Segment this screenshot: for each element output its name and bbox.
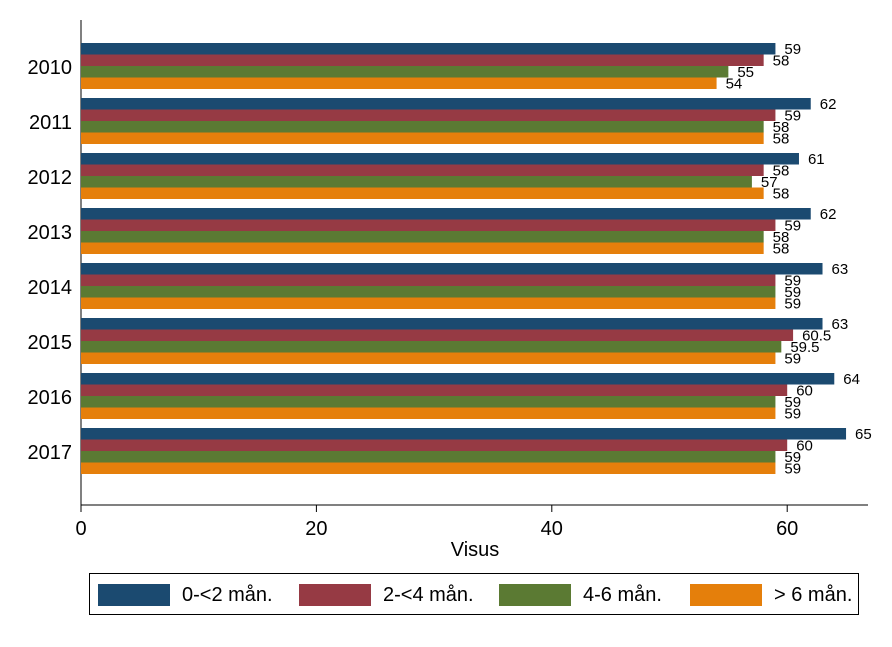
- data-label: 58: [773, 131, 790, 148]
- data-label: 65: [855, 426, 872, 443]
- bar: [81, 384, 788, 396]
- x-tick-label: 40: [541, 518, 563, 540]
- data-label: 55: [737, 64, 754, 81]
- bar: [81, 341, 782, 353]
- legend-label: 4-6 mån.: [583, 583, 662, 606]
- category-label: 2012: [28, 167, 73, 189]
- bar: [81, 462, 776, 474]
- legend-label: > 6 mån.: [774, 583, 853, 606]
- data-label: 59.5: [790, 339, 819, 356]
- data-label: 64: [843, 371, 860, 388]
- bar: [81, 396, 776, 408]
- data-label: 59: [784, 284, 801, 301]
- bar: [81, 274, 776, 286]
- data-label: 63: [832, 316, 849, 333]
- category-label: 2016: [28, 387, 73, 409]
- data-label: 59: [784, 296, 801, 313]
- bar: [81, 153, 799, 165]
- bar: [81, 121, 764, 133]
- data-label: 59: [784, 273, 801, 290]
- legend-swatch: [98, 584, 170, 606]
- bar: [81, 407, 776, 419]
- bar: [81, 98, 811, 110]
- legend-label: 0-<2 mån.: [182, 583, 273, 606]
- legend-item: 4-6 mån.: [499, 582, 662, 608]
- bar: [81, 352, 776, 364]
- data-label: 59: [784, 351, 801, 368]
- legend-item: 2-<4 mån.: [299, 582, 474, 608]
- data-label: 62: [820, 206, 837, 223]
- data-label: 59: [784, 406, 801, 423]
- data-label: 59: [784, 394, 801, 411]
- bar: [81, 176, 752, 188]
- data-label: 58: [773, 53, 790, 70]
- data-label: 60: [796, 383, 813, 400]
- bar: [81, 219, 776, 231]
- data-label: 58: [773, 119, 790, 136]
- x-tick-label: 20: [305, 518, 327, 540]
- bar: [81, 77, 717, 89]
- bar: [81, 187, 764, 199]
- data-label: 61: [808, 151, 825, 168]
- data-label: 58: [773, 241, 790, 258]
- bar: [81, 109, 776, 121]
- data-label: 54: [726, 76, 743, 93]
- legend: 0-<2 mån. 2-<4 mån. 4-6 mån. > 6 mån.: [89, 573, 859, 615]
- x-tick-label: 0: [75, 518, 86, 540]
- data-label: 59: [784, 41, 801, 58]
- data-label: 59: [784, 461, 801, 478]
- data-label: 58: [773, 229, 790, 246]
- category-label: 2015: [28, 332, 73, 354]
- bar: [81, 66, 729, 78]
- bar: [81, 231, 764, 243]
- category-label: 2014: [28, 277, 73, 299]
- bar: [81, 439, 788, 451]
- data-label: 62: [820, 96, 837, 113]
- bar: [81, 451, 776, 463]
- x-axis-label: Visus: [451, 539, 500, 561]
- legend-item: > 6 mån.: [690, 582, 852, 608]
- bar: [81, 297, 776, 309]
- bar: [81, 43, 776, 55]
- category-label: 2011: [29, 112, 72, 134]
- data-label: 60: [796, 438, 813, 455]
- data-label: 58: [773, 186, 790, 203]
- bar: [81, 208, 811, 220]
- bar: [81, 428, 847, 440]
- category-label: 2010: [28, 57, 73, 79]
- bar: [81, 373, 835, 385]
- bar: [81, 286, 776, 298]
- legend-swatch: [299, 584, 371, 606]
- data-label: 59: [784, 108, 801, 125]
- data-label: 60.5: [802, 328, 831, 345]
- category-label: 2013: [28, 222, 73, 244]
- legend-swatch: [499, 584, 571, 606]
- data-label: 59: [784, 218, 801, 235]
- bar: [81, 318, 823, 330]
- data-label: 57: [761, 174, 778, 191]
- bar: [81, 132, 764, 144]
- bar: [81, 164, 764, 176]
- data-label: 59: [784, 449, 801, 466]
- legend-label: 2-<4 mån.: [383, 583, 474, 606]
- x-tick-label: 60: [776, 518, 798, 540]
- category-label: 2017: [28, 442, 73, 464]
- data-label: 63: [832, 261, 849, 278]
- bar: [81, 54, 764, 66]
- bar: [81, 263, 823, 275]
- bar: [81, 242, 764, 254]
- legend-item: 0-<2 mån.: [98, 582, 273, 608]
- legend-swatch: [690, 584, 762, 606]
- data-label: 58: [773, 163, 790, 180]
- bar: [81, 329, 794, 341]
